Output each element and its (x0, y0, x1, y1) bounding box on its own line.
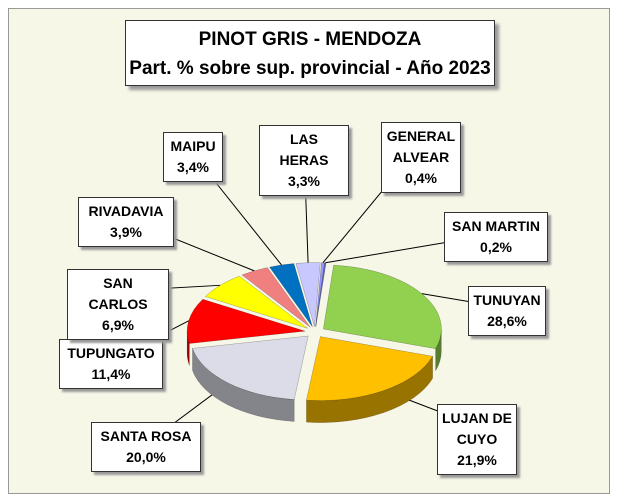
slice (295, 262, 321, 327)
slice (315, 262, 327, 327)
value-label: 21,9% (457, 452, 497, 468)
value-label: 11,4% (91, 366, 131, 382)
value-label: 6,9% (102, 317, 134, 333)
slice (186, 298, 306, 344)
slice (204, 275, 308, 329)
value-label: 3,3% (288, 173, 320, 189)
data-label-box: SAN MARTIN 0,2% (444, 212, 548, 262)
category-label: LAS HERAS (279, 131, 329, 168)
slice (306, 336, 434, 401)
category-label: TUNUYAN (473, 292, 541, 308)
chart-subtitle: Part. % sobre sup. provincial - Año 2023 (129, 58, 491, 79)
category-label: LUJAN DE CUYO (442, 410, 513, 447)
value-label: 3,9% (110, 224, 142, 240)
title-box: PINOT GRIS - MENDOZA Part. % sobre sup. … (125, 20, 495, 86)
slice (323, 264, 442, 350)
category-label: SAN MARTIN (452, 218, 540, 234)
category-label: TUPUNGATO (67, 345, 155, 361)
slice (192, 335, 309, 400)
category-label: SAN CARLOS (88, 275, 148, 312)
category-label: GENERAL ALVEAR (386, 128, 456, 165)
category-label: MAIPU (170, 138, 216, 154)
data-label-box: LAS HERAS 3,3% (259, 125, 349, 196)
value-label: 3,4% (177, 159, 209, 175)
slice-side (306, 355, 433, 423)
data-label-box: GENERAL ALVEAR 0,4% (381, 122, 461, 193)
slice (269, 263, 313, 327)
data-label-box: TUNUYAN 28,6% (468, 286, 546, 336)
category-label: SANTA ROSA (100, 428, 192, 444)
slice (241, 267, 311, 328)
value-label: 0,2% (480, 239, 512, 255)
data-label-box: RIVADAVIA 3,9% (78, 197, 174, 247)
data-label-box: SANTA ROSA 20,0% (91, 422, 201, 472)
data-label-box: SAN CARLOS 6,9% (67, 269, 169, 340)
value-label: 28,6% (487, 313, 527, 329)
data-label-box: TUPUNGATO 11,4% (59, 339, 163, 389)
chart-title: PINOT GRIS - MENDOZA (198, 29, 422, 50)
data-label-box: MAIPU 3,4% (163, 132, 223, 182)
value-label: 20,0% (126, 449, 166, 465)
value-label: 0,4% (405, 170, 437, 186)
category-label: RIVADAVIA (88, 203, 164, 219)
slice (315, 262, 325, 327)
data-label-box: LUJAN DE CUYO 21,9% (437, 404, 517, 475)
